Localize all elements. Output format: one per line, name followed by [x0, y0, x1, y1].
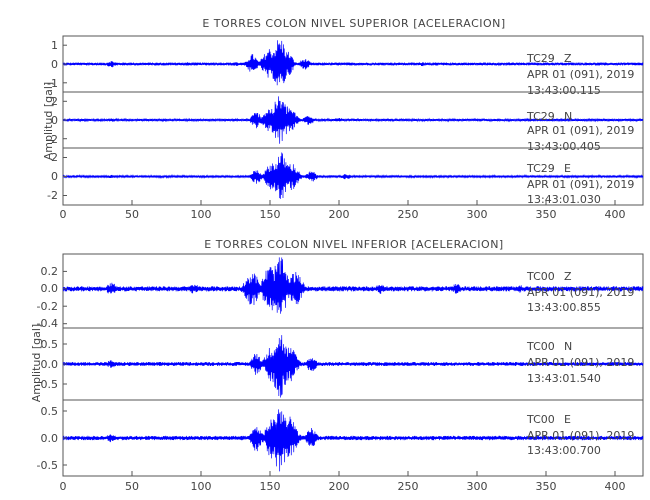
- x-axis-top: 0 50 100 150 200 250 300 350 400: [60, 200, 626, 221]
- ytick-label-tc29-e-1: 0: [51, 170, 58, 183]
- xtick-label-top-7: 350: [536, 208, 557, 221]
- ytick-label-tc29-e-2: -2: [47, 189, 58, 202]
- ytick-label-tc00-n-2: -0.5: [37, 378, 58, 391]
- x-axis-bottom: 0 50 100 150 200 250 300 350 400: [60, 471, 626, 493]
- xtick-label-bottom-3: 150: [260, 480, 281, 493]
- ytick-label-tc00-n-0: 0.5: [41, 338, 59, 351]
- xtick-label-top-4: 200: [329, 208, 350, 221]
- ytick-label-tc29-e-0: 2: [51, 151, 58, 164]
- trace-tc29-n: [62, 96, 644, 144]
- label-component-tc29-e: E: [564, 162, 571, 175]
- label-component-tc00-n: N: [564, 340, 572, 353]
- xtick-label-bottom-2: 100: [191, 480, 212, 493]
- panel-tc29-z: TC29 Z APR 01 (091), 2019 13:43:00.115 1…: [47, 35, 644, 97]
- figure-top-ylabel: Amplitud [gal]: [42, 82, 55, 160]
- label-station-tc00-n: TC00: [526, 340, 555, 353]
- ytick-label-tc29-n-1: 0: [51, 114, 58, 127]
- ytick-label-tc00-e-1: 0.0: [41, 432, 59, 445]
- trace-tc00-e: [62, 409, 644, 472]
- xtick-label-bottom-1: 50: [125, 480, 139, 493]
- xtick-label-bottom-0: 0: [60, 480, 67, 493]
- label-component-tc29-z: Z: [564, 52, 572, 65]
- label-station-tc29-n: TC29: [526, 110, 555, 123]
- xtick-label-bottom-5: 250: [398, 480, 419, 493]
- panel-tc29-n: TC29 N APR 01 (091), 2019 13:43:00.405 2…: [47, 91, 644, 153]
- xtick-label-bottom-7: 350: [536, 480, 557, 493]
- label-station-tc29-e: TC29: [526, 162, 555, 175]
- figure-bottom: E TORRES COLON NIVEL INFERIOR [ACELERACI…: [30, 238, 644, 493]
- xtick-label-top-8: 400: [605, 208, 626, 221]
- ytick-label-tc29-n-0: 2: [51, 95, 58, 108]
- ytick-label-tc00-z-3: -0.4: [37, 317, 58, 330]
- xtick-label-top-5: 250: [398, 208, 419, 221]
- trace-tc00-z: [62, 257, 644, 314]
- figure-bottom-ylabel: Amplitud [gal]: [30, 324, 43, 402]
- ytick-label-tc00-z-1: 0.0: [41, 282, 59, 295]
- ytick-label-tc00-z-2: -0.2: [37, 300, 58, 313]
- ytick-label-tc00-z-0: 0.2: [41, 265, 59, 278]
- label-time-tc00-n: 13:43:01.540: [527, 372, 601, 385]
- ytick-label-tc00-e-2: -0.5: [37, 459, 58, 472]
- label-component-tc00-e: E: [564, 413, 571, 426]
- figure-bottom-title: E TORRES COLON NIVEL INFERIOR [ACELERACI…: [204, 238, 503, 251]
- xtick-label-top-1: 50: [125, 208, 139, 221]
- panel-tc00-n: TC00 N APR 01 (091), 2019 13:43:01.540 0…: [37, 327, 644, 401]
- label-date-tc29-n: APR 01 (091), 2019: [527, 124, 634, 137]
- xtick-label-top-6: 300: [467, 208, 488, 221]
- xtick-label-top-3: 150: [260, 208, 281, 221]
- label-date-tc00-e: APR 01 (091), 2019: [527, 429, 634, 442]
- ytick-label-tc29-z-1: 0: [51, 58, 58, 71]
- panel-tc00-e: TC00 E APR 01 (091), 2019 13:43:00.700 0…: [37, 399, 644, 477]
- ytick-label-tc29-n-2: -2: [47, 133, 58, 146]
- ytick-label-tc29-z-0: 1: [51, 39, 58, 52]
- ytick-label-tc00-e-0: 0.5: [41, 405, 59, 418]
- label-time-tc29-z: 13:43:00.115: [527, 84, 601, 97]
- label-date-tc00-z: APR 01 (091), 2019: [527, 286, 634, 299]
- label-time-tc29-n: 13:43:00.405: [527, 140, 601, 153]
- panel-tc00-z: TC00 Z APR 01 (091), 2019 13:43:00.855 0…: [37, 253, 644, 330]
- label-time-tc29-e: 13:43:01.030: [527, 193, 601, 206]
- xtick-label-bottom-6: 300: [467, 480, 488, 493]
- label-station-tc29-z: TC29: [526, 52, 555, 65]
- figure-top: E TORRES COLON NIVEL SUPERIOR [ACELERACI…: [42, 17, 644, 221]
- label-component-tc00-z: Z: [564, 270, 572, 283]
- xtick-label-bottom-4: 200: [329, 480, 350, 493]
- trace-tc00-n: [62, 335, 644, 398]
- label-date-tc29-e: APR 01 (091), 2019: [527, 178, 634, 191]
- ytick-label-tc29-z-2: -1: [47, 77, 58, 90]
- label-time-tc00-e: 13:43:00.700: [527, 444, 601, 457]
- panel-tc29-e: TC29 E APR 01 (091), 2019 13:43:01.030 2…: [47, 147, 644, 206]
- label-component-tc29-n: N: [564, 110, 572, 123]
- xtick-label-bottom-8: 400: [605, 480, 626, 493]
- figure-top-title: E TORRES COLON NIVEL SUPERIOR [ACELERACI…: [202, 17, 505, 30]
- label-station-tc00-e: TC00: [526, 413, 555, 426]
- label-station-tc00-z: TC00: [526, 270, 555, 283]
- label-date-tc29-z: APR 01 (091), 2019: [527, 68, 634, 81]
- xtick-label-top-2: 100: [191, 208, 212, 221]
- trace-tc29-e: [62, 152, 644, 199]
- label-date-tc00-n: APR 01 (091), 2019: [527, 356, 634, 369]
- xtick-label-top-0: 0: [60, 208, 67, 221]
- trace-tc29-z: [62, 40, 644, 86]
- label-time-tc00-z: 13:43:00.855: [527, 301, 601, 314]
- ytick-label-tc00-n-1: 0.0: [41, 358, 59, 371]
